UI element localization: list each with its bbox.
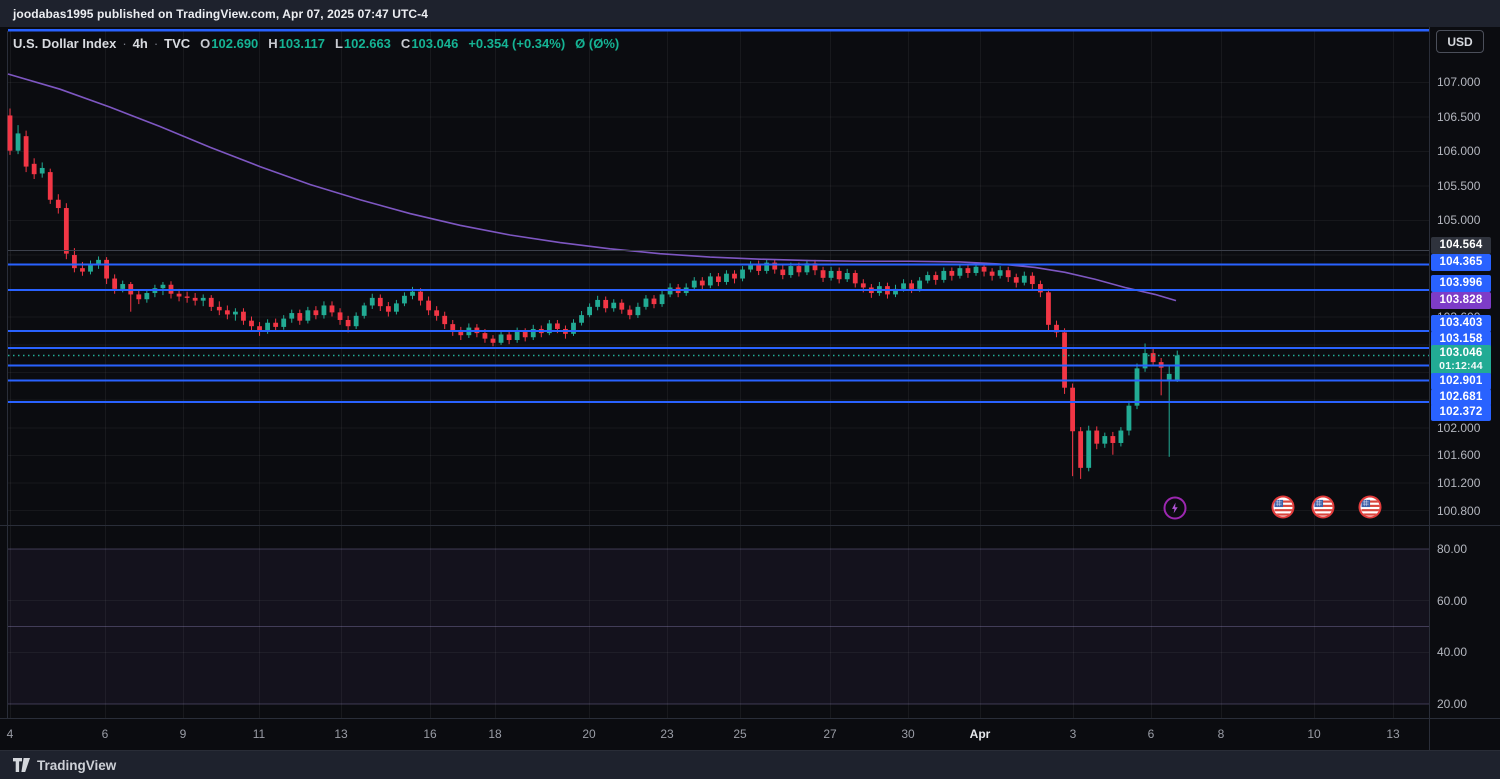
- ma-line: [7, 73, 1177, 302]
- low-label: L: [334, 36, 343, 51]
- price-level-badge: 103.403: [1431, 314, 1491, 332]
- price-axis-label: 101.600: [1437, 448, 1481, 463]
- ohlc-values: O102.690 H103.117 L102.663 C103.046 +0.3…: [200, 36, 619, 51]
- low-value: 102.663: [343, 36, 391, 51]
- symbol-title: U.S. Dollar Index: [13, 36, 117, 51]
- current-price-badge: 103.046 01:12:44: [1431, 345, 1491, 375]
- price-axis-label: 100.800: [1437, 503, 1481, 518]
- tradingview-logo-text[interactable]: TradingView: [37, 757, 117, 773]
- time-axis-label: 9: [179, 727, 187, 741]
- price-axis-label: 106.500: [1437, 109, 1481, 124]
- oscillator-axis-label: 80.00: [1437, 542, 1468, 556]
- price-level-badge: 103.996: [1431, 274, 1491, 292]
- time-axis-label: 11: [252, 727, 266, 741]
- price-axis-label: 105.000: [1437, 213, 1481, 228]
- high-label: H: [268, 36, 278, 51]
- price-level-badge: 102.681: [1431, 388, 1491, 406]
- time-axis-label: 3: [1069, 727, 1077, 741]
- legend-separator: ·: [153, 36, 159, 51]
- time-axis-label: 20: [582, 727, 596, 741]
- price-level-badge: 102.901: [1431, 372, 1491, 390]
- oscillator-axis-label: 60.00: [1437, 593, 1468, 608]
- time-axis-label: 16: [423, 727, 437, 741]
- currency-button[interactable]: USD: [1436, 30, 1484, 53]
- time-axis-label: 10: [1307, 727, 1321, 741]
- close-label: C: [400, 36, 411, 51]
- oscillator-axis-label: 40.00: [1437, 645, 1468, 660]
- time-axis-label: 6: [1147, 727, 1155, 741]
- open-value: 102.690: [211, 36, 259, 51]
- time-axis-label: 25: [733, 727, 747, 741]
- publish-bar: joodabas1995 published on TradingView.co…: [0, 0, 1500, 27]
- change-value: +0.354 (+0.34%): [468, 36, 566, 51]
- price-level-badge: 103.828: [1431, 291, 1491, 309]
- tradingview-logo-icon[interactable]: [13, 758, 30, 772]
- publish-bar-text: joodabas1995 published on TradingView.co…: [13, 6, 429, 21]
- time-axis-label: 23: [660, 727, 674, 741]
- time-axis-label: 13: [334, 727, 348, 741]
- idea-lightning-icon[interactable]: [1163, 496, 1187, 520]
- high-value: 103.117: [278, 36, 325, 51]
- average-value: Ø (Ø%): [575, 36, 620, 51]
- close-value: 103.046: [411, 36, 459, 51]
- price-axis-label: 102.000: [1437, 420, 1481, 435]
- time-axis-label: 27: [823, 727, 837, 741]
- economic-event-us-flag-icon[interactable]: [1271, 495, 1295, 519]
- price-axis-label: 105.500: [1437, 178, 1481, 193]
- time-axis-label: 6: [101, 727, 109, 741]
- oscillator-axis-label: 20.00: [1437, 696, 1468, 711]
- candle-countdown: 01:12:44: [1439, 360, 1483, 372]
- price-axis-label: 101.200: [1437, 476, 1481, 491]
- time-axis-label: 13: [1386, 727, 1400, 741]
- exchange-label: TVC: [164, 36, 191, 51]
- time-axis-label: Apr: [969, 727, 991, 741]
- price-level-badge: 103.158: [1431, 330, 1491, 348]
- bottom-toolbar: TradingView: [0, 750, 1500, 779]
- time-axis-label: 8: [1217, 727, 1225, 741]
- legend-separator: ·: [122, 36, 127, 51]
- time-axis-label: 18: [488, 727, 502, 741]
- candlestick-series: [7, 108, 1180, 479]
- interval-label: 4h: [132, 36, 148, 51]
- economic-event-us-flag-icon[interactable]: [1358, 495, 1382, 519]
- price-axis-label: 107.000: [1437, 75, 1481, 90]
- economic-event-us-flag-icon[interactable]: [1311, 495, 1335, 519]
- time-axis-label: 4: [6, 727, 14, 741]
- price-level-badge: 104.365: [1431, 253, 1491, 271]
- price-level-badge: 102.372: [1431, 403, 1491, 421]
- price-level-badge: 104.564: [1431, 236, 1491, 254]
- open-label: O: [200, 36, 211, 51]
- time-axis-label: 30: [901, 727, 915, 741]
- price-axis-label: 106.000: [1437, 144, 1481, 159]
- symbol-legend[interactable]: U.S. Dollar Index · 4h · TVC O102.690 H1…: [13, 36, 619, 51]
